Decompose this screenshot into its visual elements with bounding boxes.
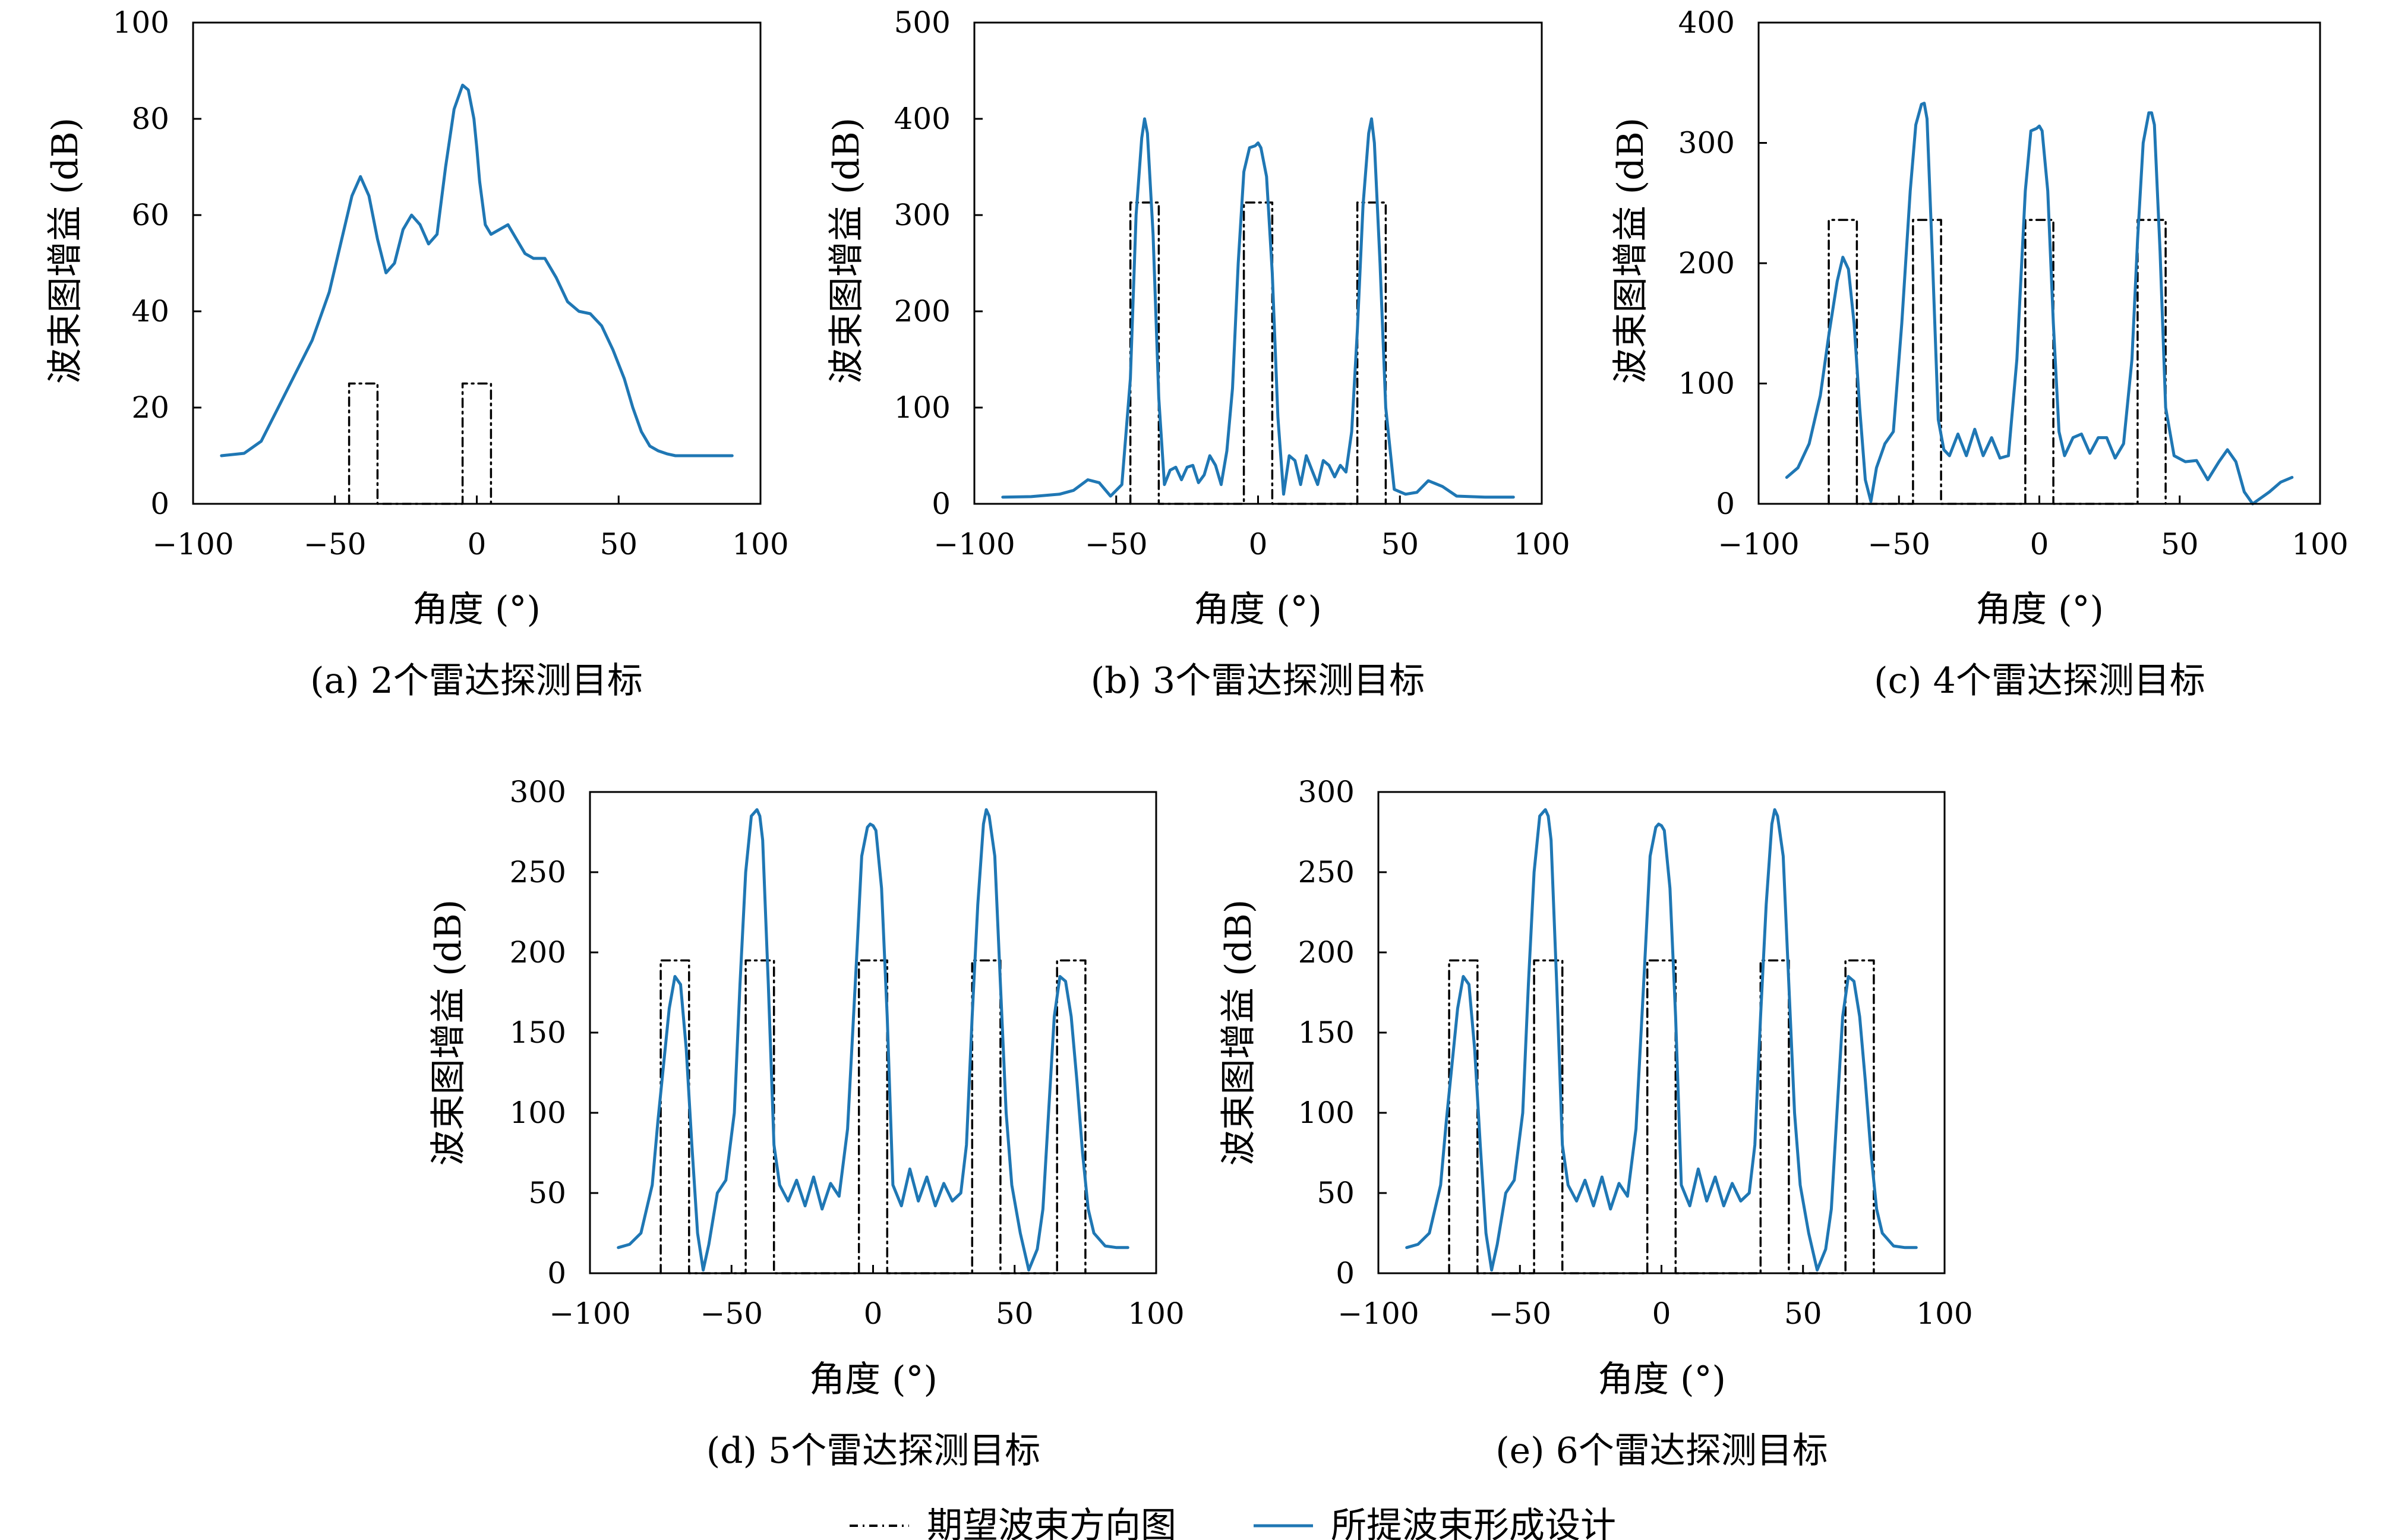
x-tick-label-e: −50	[1488, 1296, 1551, 1331]
caption-b: (b) 3个雷达探测目标	[1091, 660, 1425, 702]
x-tick-label-e: 100	[1916, 1296, 1972, 1331]
y-tick-label-d: 150	[510, 1015, 566, 1050]
y-tick-label-d: 50	[528, 1176, 566, 1210]
x-tick-label-c: 100	[2292, 527, 2348, 561]
x-tick-label-e: −100	[1337, 1296, 1419, 1331]
legend: 期望波束方向图 所提波束形成设计	[850, 1505, 1616, 1540]
y-tick-label-b: 0	[932, 487, 951, 521]
y-tick-label-c: 100	[1678, 367, 1735, 401]
y-tick-label-b: 100	[894, 390, 951, 425]
x-tick-label-b: 50	[1381, 527, 1419, 561]
series-designed-line-b	[1001, 117, 1515, 499]
series-designed-line-d	[617, 808, 1129, 1272]
x-tick-label-a: 50	[599, 527, 637, 561]
caption-e: (e) 6个雷达探测目标	[1495, 1430, 1828, 1472]
x-tick-label-b: −50	[1085, 527, 1148, 561]
y-tick-label-c: 400	[1678, 5, 1735, 40]
x-tick-label-c: −50	[1867, 527, 1930, 561]
y-tick-label-b: 400	[894, 102, 951, 136]
x-tick-label-d: 0	[864, 1296, 883, 1331]
y-tick-label-d: 0	[547, 1256, 566, 1290]
x-tick-label-e: 50	[1784, 1296, 1822, 1331]
series-desired-line-a	[348, 382, 493, 505]
y-tick-label-e: 50	[1317, 1176, 1355, 1210]
subplot-a: 波束图增益 (dB) 角度 (°) (a) 2个雷达探测目标 −100 −50 0 5…	[45, 5, 789, 702]
x-tick-label-d: 50	[996, 1296, 1034, 1331]
y-tick-label-d: 300	[510, 775, 566, 809]
y-tick-label-e: 200	[1298, 935, 1355, 970]
x-tick-label-d: −100	[549, 1296, 630, 1331]
xlabel-e: 角度 (°)	[1598, 1359, 1726, 1400]
y-tick-label-c: 300	[1678, 126, 1735, 160]
y-tick-label-d: 100	[510, 1096, 566, 1130]
legend-label-desired: 期望波束方向图	[927, 1505, 1176, 1540]
series-designed-line-e	[1405, 808, 1918, 1272]
subplot-c: 波束图增益 (dB) 角度 (°) (c) 4个雷达探测目标 −100 −50 0 5…	[1610, 5, 2349, 702]
y-tick-label-e: 250	[1298, 855, 1355, 889]
ylabel-b: 波束图增益 (dB)	[826, 118, 867, 384]
y-tick-label-c: 200	[1678, 246, 1735, 280]
y-tick-label-a: 0	[150, 487, 169, 521]
series-designed-line-c	[1785, 102, 2294, 506]
y-tick-label-a: 100	[113, 5, 169, 40]
y-tick-label-e: 300	[1298, 775, 1355, 809]
x-tick-label-a: 100	[732, 527, 788, 561]
y-tick-label-c: 0	[1716, 487, 1735, 521]
x-tick-label-b: −100	[933, 527, 1015, 561]
xlabel-d: 角度 (°)	[809, 1359, 938, 1400]
ylabel-e: 波束图增益 (dB)	[1218, 900, 1260, 1166]
y-tick-label-d: 200	[510, 935, 566, 970]
y-tick-label-e: 0	[1336, 1256, 1355, 1290]
x-tick-label-a: −50	[304, 527, 367, 561]
x-tick-label-c: 0	[2030, 527, 2049, 561]
caption-d: (d) 5个雷达探测目标	[706, 1430, 1040, 1472]
caption-a: (a) 2个雷达探测目标	[310, 660, 643, 702]
y-tick-label-a: 80	[131, 102, 169, 136]
y-tick-label-a: 60	[131, 198, 169, 232]
ylabel-d: 波束图增益 (dB)	[428, 900, 469, 1166]
y-tick-label-d: 250	[510, 855, 566, 889]
y-tick-label-b: 500	[894, 5, 951, 40]
y-tick-label-e: 100	[1298, 1096, 1355, 1130]
xlabel-b: 角度 (°)	[1194, 589, 1322, 630]
subplot-b: 波束图增益 (dB) 角度 (°) (b) 3个雷达探测目标 −100 −50 0 5…	[826, 5, 1570, 702]
y-tick-label-b: 300	[894, 198, 951, 232]
subplot-d: 波束图增益 (dB) 角度 (°) (d) 5个雷达探测目标 −100 −50 0 5…	[428, 775, 1185, 1472]
ylabel-a: 波束图增益 (dB)	[45, 118, 86, 384]
ylabel-c: 波束图增益 (dB)	[1610, 118, 1652, 384]
x-tick-label-b: 100	[1513, 527, 1570, 561]
x-tick-label-d: 100	[1128, 1296, 1184, 1331]
caption-c: (c) 4个雷达探测目标	[1874, 660, 2205, 702]
y-tick-label-e: 150	[1298, 1015, 1355, 1050]
x-tick-label-c: 50	[2161, 527, 2199, 561]
xlabel-c: 角度 (°)	[1975, 589, 2104, 630]
y-tick-label-a: 40	[131, 294, 169, 329]
x-tick-label-a: 0	[468, 527, 487, 561]
series-designed-line-a	[220, 83, 734, 457]
y-tick-label-a: 20	[131, 390, 169, 425]
x-tick-label-b: 0	[1249, 527, 1268, 561]
subplot-e: 波束图增益 (dB) 角度 (°) (e) 6个雷达探测目标 −100 −50 0 5…	[1218, 775, 1973, 1472]
x-tick-label-e: 0	[1652, 1296, 1671, 1331]
x-tick-label-d: −50	[700, 1296, 763, 1331]
x-tick-label-a: −100	[152, 527, 233, 561]
y-tick-label-b: 200	[894, 294, 951, 329]
x-tick-label-c: −100	[1718, 527, 1799, 561]
xlabel-a: 角度 (°)	[412, 589, 541, 630]
legend-label-designed: 所提波束形成设计	[1331, 1505, 1616, 1540]
